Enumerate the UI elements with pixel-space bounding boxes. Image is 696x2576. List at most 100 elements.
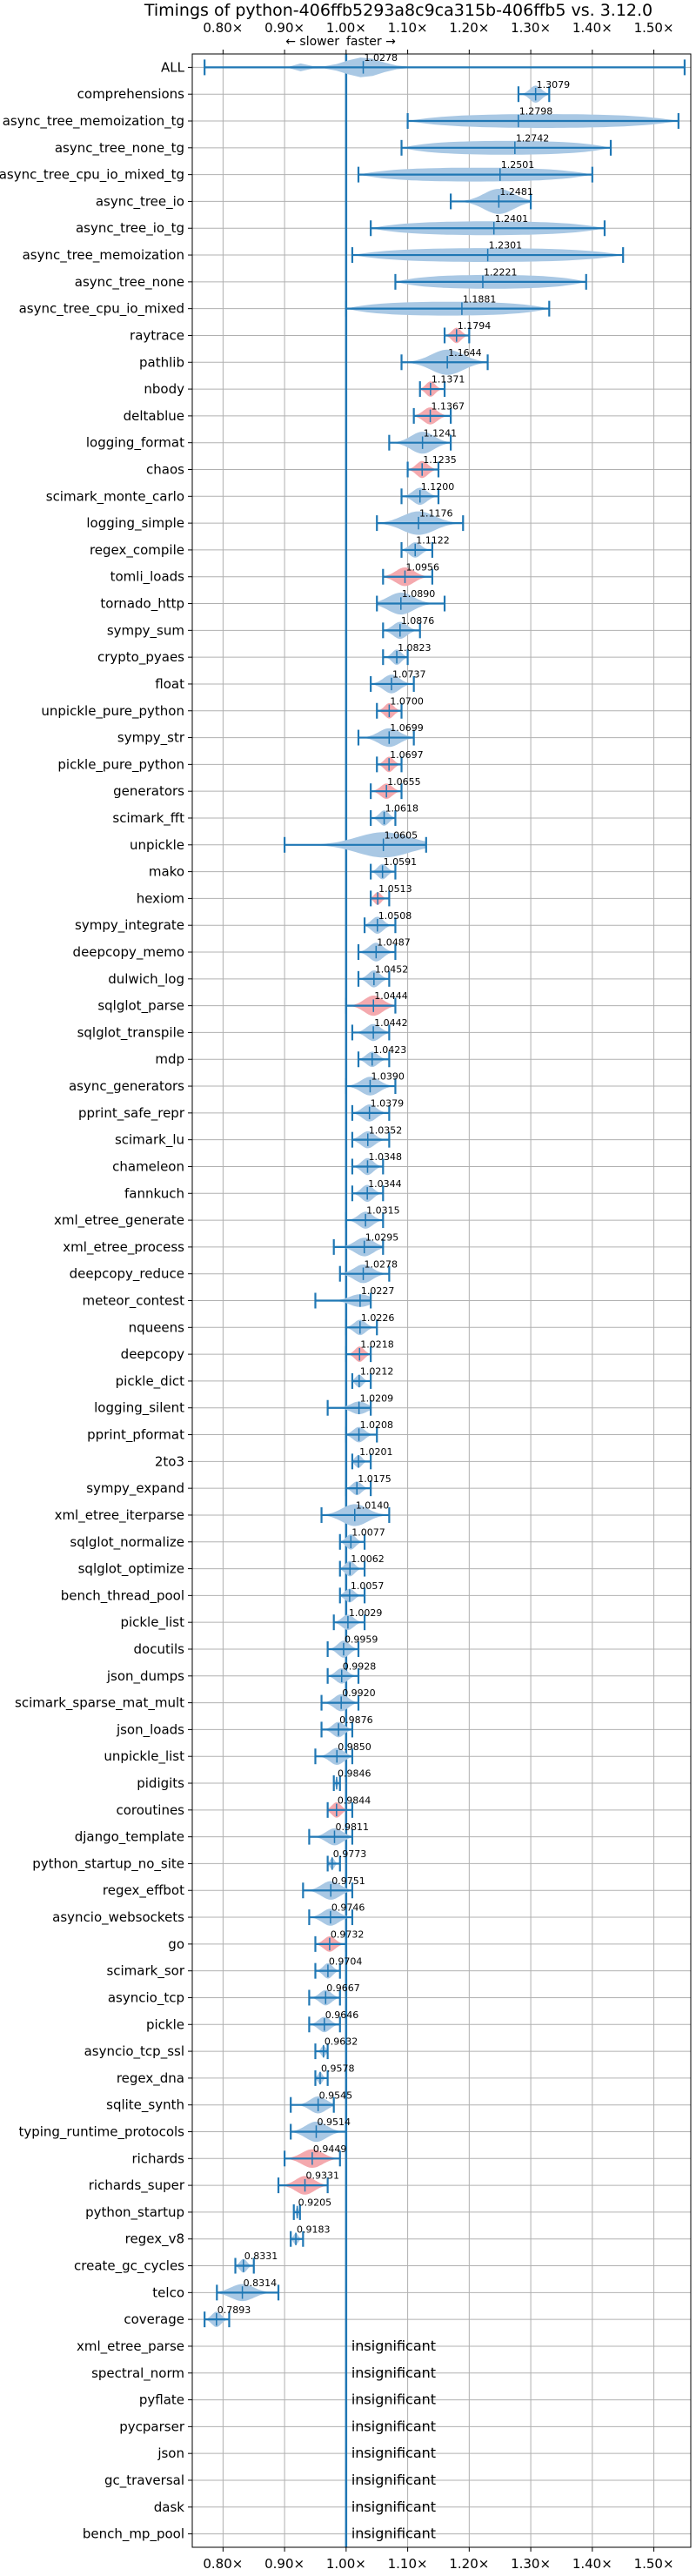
category-label: scimark_fft — [112, 810, 184, 827]
value-label: 0.9331 — [306, 2170, 340, 2182]
value-label: 0.8331 — [244, 2251, 278, 2262]
value-label: 1.2221 — [484, 266, 518, 278]
value-label: 0.9183 — [297, 2224, 331, 2235]
category-label: async_tree_none — [75, 274, 184, 291]
category-label: unpickle — [130, 837, 184, 853]
category-label: unpickle_list — [104, 1748, 184, 1765]
x-tick-label-top: 1.30× — [511, 20, 551, 36]
value-label: 1.0508 — [378, 910, 412, 922]
x-tick-label-bottom: 1.50× — [634, 2556, 674, 2572]
category-label: comprehensions — [77, 86, 185, 102]
x-tick-label-bottom: 1.20× — [449, 2556, 489, 2572]
category-label: crypto_pyaes — [97, 649, 184, 666]
category-label: async_generators — [69, 1078, 184, 1095]
category-label: mdp — [155, 1051, 184, 1067]
category-label: sqlglot_parse — [97, 998, 184, 1015]
value-label: 1.1200 — [421, 481, 454, 493]
value-label: 1.0452 — [375, 963, 409, 975]
insignificant-label: insignificant — [351, 2472, 436, 2488]
category-label: xml_etree_parse — [77, 2338, 184, 2355]
category-label: spectral_norm — [91, 2365, 184, 2382]
value-label: 1.0140 — [356, 1500, 390, 1512]
value-label: 0.9632 — [325, 2036, 358, 2048]
category-label: sqlglot_normalize — [70, 1534, 184, 1551]
category-label: raytrace — [130, 327, 184, 343]
x-tick-label-top: 1.50× — [634, 20, 674, 36]
category-label: json — [157, 2445, 184, 2461]
insignificant-label: insignificant — [351, 2338, 436, 2354]
category-label: sympy_integrate — [75, 917, 184, 934]
category-label: async_tree_memoization — [23, 247, 184, 264]
value-label: 1.0212 — [360, 1366, 394, 1378]
value-label: 1.0057 — [351, 1580, 385, 1592]
category-label: deepcopy — [121, 1346, 184, 1362]
category-label: ALL — [161, 59, 185, 75]
category-label: go — [168, 1936, 184, 1952]
category-label: pickle — [146, 2016, 184, 2032]
category-label: scimark_monte_carlo — [46, 488, 184, 505]
category-label: pidigits — [137, 1775, 184, 1791]
category-label: nbody — [144, 381, 184, 397]
value-label: 0.9545 — [319, 2090, 353, 2101]
category-label: deepcopy_reduce — [70, 1266, 184, 1283]
value-label: 1.0390 — [371, 1071, 405, 1083]
value-label: 1.0209 — [360, 1392, 394, 1404]
value-label: 0.9746 — [331, 1902, 365, 1914]
value-label: 1.0605 — [385, 829, 418, 841]
value-label: 1.0444 — [374, 990, 408, 1002]
category-label: regex_compile — [90, 542, 184, 559]
category-label: logging_format — [86, 435, 184, 452]
chart-title: Timings of python-406ffb5293a8c9ca315b-4… — [144, 1, 652, 20]
value-label: 1.0890 — [402, 588, 436, 600]
x-tick-label-bottom: 0.80× — [203, 2556, 243, 2572]
value-label: 1.1241 — [424, 427, 458, 439]
category-label: logging_simple — [86, 515, 184, 532]
category-label: create_gc_cycles — [74, 2258, 184, 2275]
category-label: pyflate — [139, 2392, 184, 2408]
value-label: 1.0699 — [390, 722, 424, 734]
value-label: 0.8314 — [244, 2277, 278, 2289]
category-label: sqlite_synth — [106, 2097, 184, 2114]
category-label: xml_etree_generate — [54, 1212, 184, 1229]
value-label: 0.9811 — [335, 1821, 369, 1833]
category-label: sympy_sum — [107, 622, 184, 639]
value-label: 1.2742 — [516, 132, 550, 144]
category-label: async_tree_cpu_io_mixed — [19, 301, 184, 318]
value-label: 1.0226 — [361, 1312, 395, 1324]
category-label: meteor_contest — [82, 1293, 184, 1310]
value-label: 1.1881 — [463, 293, 497, 305]
value-label: 0.9844 — [338, 1794, 371, 1806]
value-label: 0.9667 — [326, 1982, 360, 1994]
value-label: 1.2481 — [499, 186, 533, 198]
category-label: sqlglot_transpile — [77, 1024, 184, 1041]
insignificant-label: insignificant — [351, 2392, 436, 2408]
value-label: 1.0201 — [359, 1446, 393, 1458]
value-label: 1.0278 — [365, 52, 398, 64]
value-label: 0.9514 — [317, 2116, 351, 2128]
category-label: json_loads — [116, 1721, 184, 1738]
category-label: async_tree_none_tg — [55, 140, 184, 157]
value-label: 0.9704 — [329, 1955, 363, 1967]
category-label: async_tree_cpu_io_mixed_tg — [0, 167, 184, 184]
category-label: regex_effbot — [103, 1882, 184, 1899]
value-label: 1.0379 — [371, 1097, 405, 1109]
category-label: tomli_loads — [110, 569, 185, 586]
category-label: xml_etree_iterparse — [55, 1507, 184, 1524]
category-label: deepcopy_memo — [73, 944, 184, 961]
x-tick-label-bottom: 1.30× — [511, 2556, 551, 2572]
category-label: sympy_str — [117, 730, 185, 747]
value-label: 0.9205 — [298, 2197, 332, 2209]
value-label: 1.0029 — [349, 1607, 383, 1619]
category-label: xml_etree_process — [63, 1239, 184, 1256]
value-label: 1.0697 — [390, 749, 424, 761]
category-label: scimark_lu — [115, 1132, 184, 1149]
category-label: asyncio_websockets — [52, 1909, 184, 1926]
value-label: 1.1176 — [419, 508, 453, 520]
insignificant-label: insignificant — [351, 2445, 436, 2461]
value-label: 1.0513 — [378, 883, 412, 895]
category-label: async_tree_io — [96, 193, 184, 210]
category-label: gc_traversal — [104, 2472, 184, 2489]
value-label: 0.9732 — [331, 1929, 365, 1940]
category-label: coroutines — [116, 1802, 184, 1818]
